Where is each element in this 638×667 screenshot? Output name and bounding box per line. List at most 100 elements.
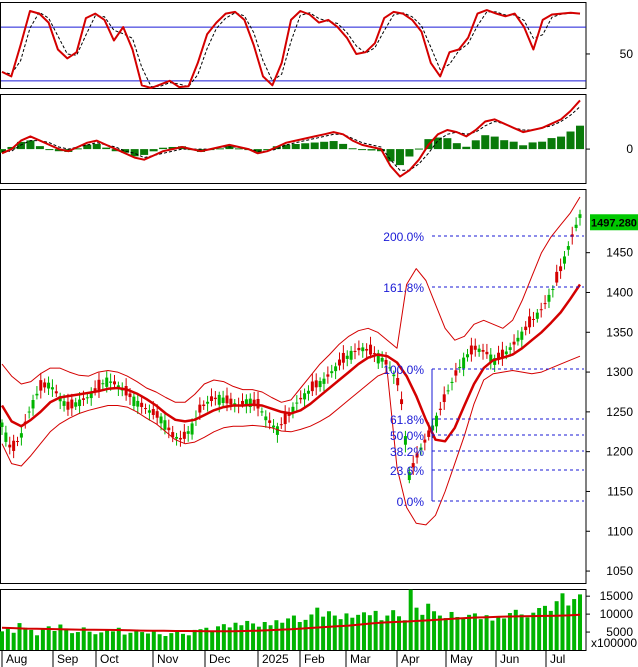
candle-body: [70, 399, 74, 409]
candle-body: [54, 391, 58, 394]
candle-body: [155, 411, 159, 418]
vol-panel-frame: [0, 589, 587, 651]
candle-body: [213, 397, 217, 400]
volume-bar: [105, 629, 110, 650]
macd-histogram-bar: [481, 135, 490, 150]
macd-histogram-bar: [149, 149, 158, 152]
macd-histogram-bar: [433, 137, 442, 150]
candle-body: [85, 397, 89, 399]
volume-bar: [560, 593, 565, 650]
candle-body: [256, 399, 260, 409]
candle-body: [206, 401, 210, 404]
candle-body: [229, 398, 233, 405]
moving-average-line: [0, 283, 582, 443]
volume-bar: [525, 617, 530, 650]
volume-bar: [326, 611, 331, 650]
volume-bar: [426, 603, 431, 650]
volume-bar: [35, 635, 40, 650]
volume-average-line: [1, 613, 581, 633]
candle-body: [241, 400, 245, 405]
candle-body: [272, 425, 276, 428]
candle-body: [469, 345, 473, 355]
candle-body: [62, 401, 66, 406]
candle-body: [112, 381, 116, 385]
candle-body: [547, 294, 551, 302]
candle-body: [97, 379, 101, 391]
volume-bar: [145, 633, 150, 650]
volume-bar: [140, 632, 145, 650]
candle-body: [376, 353, 380, 364]
macd-panel-frame: [0, 94, 587, 184]
volume-bar: [572, 599, 577, 650]
volume-bar: [175, 630, 180, 650]
macd-histogram-bar: [557, 136, 566, 150]
candle-body: [524, 326, 528, 331]
volume-bar: [5, 628, 10, 650]
volume-panel: [0, 589, 582, 650]
macd-histogram-bar: [329, 141, 338, 150]
macd-histogram-bar: [282, 144, 291, 150]
candle-body: [473, 345, 477, 350]
candle-body: [535, 312, 539, 319]
volume-bar: [443, 618, 448, 650]
candle-body: [124, 386, 128, 396]
price-tick-1150-label: 1150: [607, 484, 633, 498]
candle-body: [50, 387, 54, 390]
candle-body: [562, 256, 566, 264]
macd-histogram-bar: [263, 149, 272, 151]
last-price-badge: [590, 214, 638, 231]
volume-bar: [542, 605, 547, 650]
candle-body: [485, 351, 489, 355]
price-tick-1200-label: 1200: [606, 445, 633, 459]
x-tick-label: Jun: [500, 652, 519, 666]
volume-bar: [297, 622, 302, 650]
candle-body: [400, 399, 404, 405]
macd-tick-0-label: 0: [626, 142, 633, 156]
volume-bar: [122, 634, 127, 650]
volume-tick-15000-label: 15000: [600, 589, 634, 603]
candle-body: [105, 377, 109, 387]
volume-bar: [397, 616, 402, 650]
volume-bar: [303, 619, 308, 650]
volume-bar: [280, 622, 285, 650]
volume-bar: [548, 610, 553, 650]
candle-body: [578, 214, 582, 218]
candle-body: [8, 444, 12, 448]
candle-body: [171, 432, 175, 438]
candle-body: [252, 399, 256, 405]
candle-body: [147, 410, 151, 413]
volume-bar: [350, 617, 355, 650]
fib-level-label: 23.6%: [390, 464, 424, 478]
candle-body: [299, 397, 303, 400]
candle-body: [151, 409, 155, 415]
fib-level-label: 50.0%: [390, 429, 424, 443]
macd-histogram-bar: [102, 147, 111, 150]
volume-bar: [420, 614, 425, 650]
volume-bar: [332, 615, 337, 650]
candle-body: [369, 344, 373, 355]
candle-body: [19, 433, 23, 438]
candle-body: [380, 357, 384, 362]
volume-bar: [204, 627, 209, 650]
volume-bar: [367, 615, 372, 650]
candle-body: [182, 431, 186, 439]
volume-bar: [11, 632, 16, 650]
candle-body: [132, 396, 136, 407]
macd-histogram-bar: [471, 140, 480, 150]
candle-body: [477, 348, 481, 352]
candle-body: [39, 380, 43, 391]
candle-body: [275, 426, 279, 435]
volume-bar: [58, 624, 63, 650]
macd-histogram-bar: [500, 140, 509, 150]
volume-bar: [531, 612, 536, 650]
volume-bar: [490, 620, 495, 650]
volume-bar: [233, 622, 238, 650]
volume-bar: [467, 614, 472, 650]
macd-histogram-bar: [405, 149, 414, 157]
candle-body: [178, 437, 182, 440]
price-tick-1350-label: 1350: [606, 325, 633, 339]
volume-bar: [478, 619, 483, 650]
candle-body: [248, 398, 252, 408]
macd-histogram-bar: [566, 131, 575, 150]
macd-histogram-bar: [414, 148, 423, 150]
